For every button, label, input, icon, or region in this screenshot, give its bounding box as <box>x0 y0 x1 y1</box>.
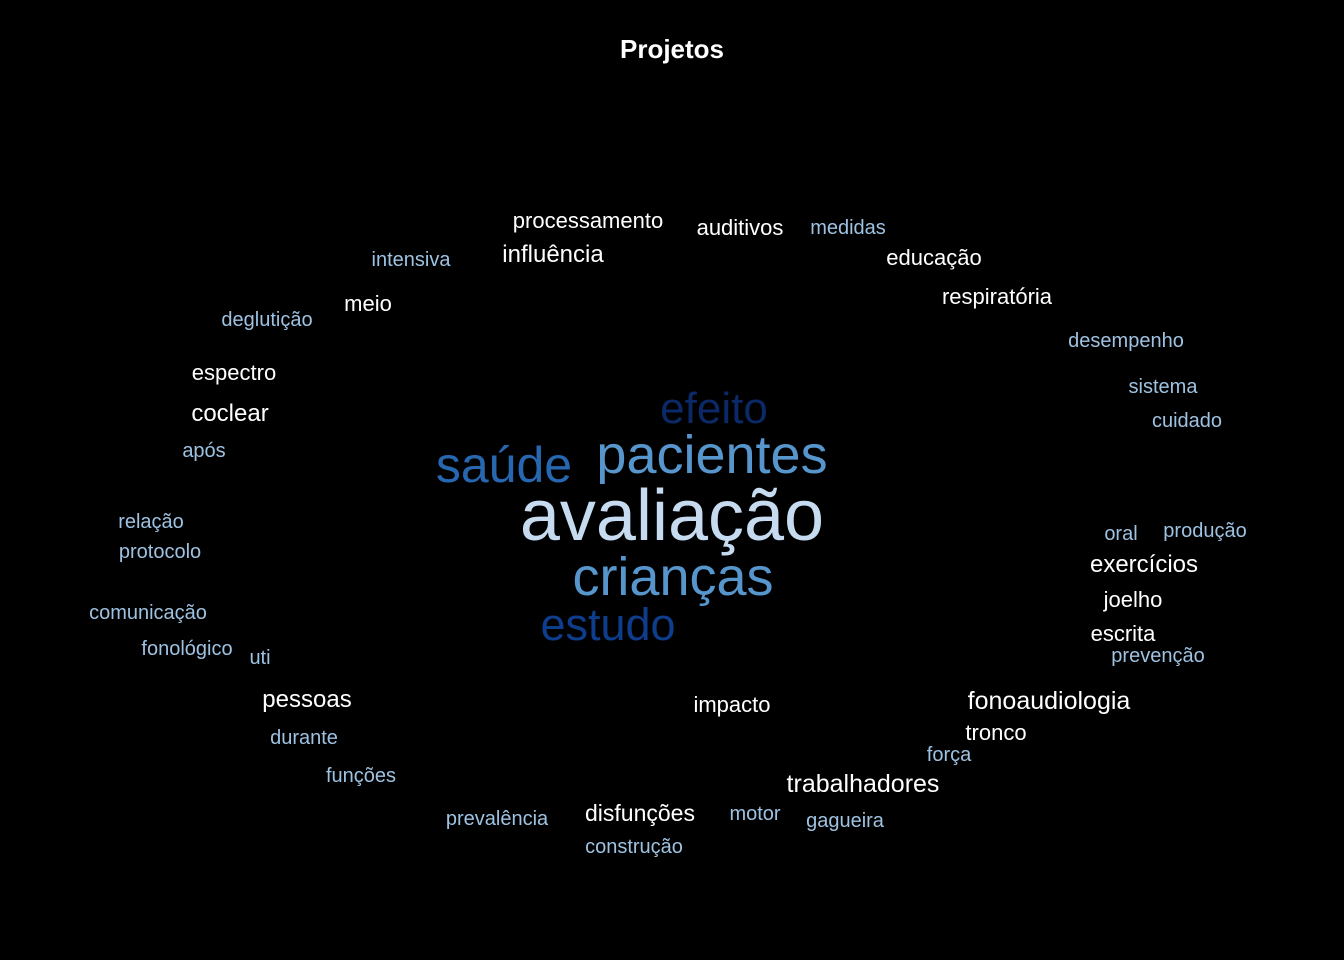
word-comunicacao: comunicação <box>89 602 207 624</box>
word-apos: após <box>182 440 225 462</box>
word-tronco: tronco <box>965 720 1026 745</box>
word-desempenho: desempenho <box>1068 330 1184 352</box>
word-funcoes: funções <box>326 765 396 787</box>
word-oral: oral <box>1104 523 1137 545</box>
word-impacto: impacto <box>693 692 770 717</box>
word-efeito: efeito <box>660 384 768 433</box>
word-espectro: espectro <box>192 360 276 385</box>
word-influencia: influência <box>502 241 604 268</box>
word-durante: durante <box>270 727 338 749</box>
word-prevalencia: prevalência <box>446 808 549 830</box>
word-medidas: medidas <box>810 217 886 239</box>
word-forca: força <box>927 744 972 766</box>
word-gagueira: gagueira <box>806 810 885 832</box>
word-prevencao: prevenção <box>1111 645 1204 667</box>
word-cuidado: cuidado <box>1152 410 1222 432</box>
word-auditivos: auditivos <box>697 215 784 240</box>
word-sistema: sistema <box>1129 376 1199 398</box>
word-joelho: joelho <box>1103 587 1163 612</box>
word-uti: uti <box>249 647 270 669</box>
word-coclear: coclear <box>191 400 268 427</box>
word-estudo: estudo <box>540 599 675 650</box>
word-relacao: relação <box>118 511 184 533</box>
word-protocolo: protocolo <box>119 541 201 563</box>
word-avaliacao: avaliação <box>520 476 824 556</box>
word-saude: saúde <box>436 437 572 493</box>
word-disfuncoes: disfunções <box>585 800 695 826</box>
chart-title: Projetos <box>619 34 725 64</box>
word-pacientes: pacientes <box>596 425 827 485</box>
word-fonologico: fonológico <box>141 638 232 660</box>
word-pessoas: pessoas <box>262 686 351 713</box>
word-degluticao: deglutição <box>221 309 312 331</box>
word-motor: motor <box>729 803 780 825</box>
word-fonoaudiologia: fonoaudiologia <box>968 687 1131 715</box>
word-respiratoria: respiratória <box>942 284 1053 309</box>
word-educacao: educação <box>886 245 981 270</box>
word-trabalhadores: trabalhadores <box>787 770 940 798</box>
word-criancas: crianças <box>572 547 773 607</box>
word-meio: meio <box>344 291 392 316</box>
word-exercicios: exercícios <box>1090 551 1198 578</box>
word-construcao: construção <box>585 836 683 858</box>
word-producao: produção <box>1163 520 1246 542</box>
word-processamento: processamento <box>513 208 663 233</box>
word-escrita: escrita <box>1091 621 1157 646</box>
word-intensiva: intensiva <box>372 249 452 271</box>
